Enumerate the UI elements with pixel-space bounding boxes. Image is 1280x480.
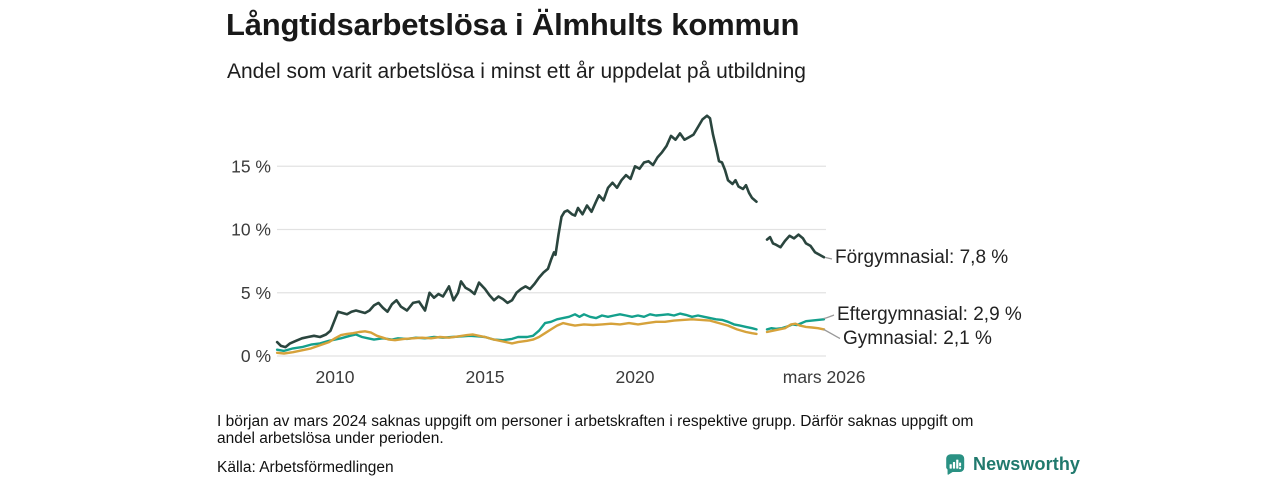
footnote-line-2: andel arbetslösa under perioden. [217, 430, 444, 447]
series-line-förgymnasial [275, 114, 758, 349]
series-line-förgymnasial [765, 233, 826, 259]
series-end-label-gymnasial: Gymnasial: 2,1 % [843, 328, 992, 349]
brand-name: Newsworthy [973, 453, 1081, 474]
y-axis-tick-label: 5 % [241, 283, 271, 303]
x-axis-tick-label: 2015 [466, 367, 505, 387]
footnote-line-1: I början av mars 2024 saknas uppgift om … [217, 413, 974, 430]
x-axis-tick-label: 2020 [616, 367, 655, 387]
brand-logo: Newsworthy [944, 453, 1080, 475]
label-connector [823, 314, 835, 320]
chart-footnote: I början av mars 2024 saknas uppgift om … [217, 413, 1057, 447]
label-connector [823, 328, 841, 340]
series-line-gymnasial [765, 322, 826, 334]
x-axis-tick-label: 2010 [316, 367, 355, 387]
series-line-eftergymnasial [275, 312, 758, 353]
newsworthy-chart-bubble-icon [944, 453, 966, 475]
series-line-gymnasial [275, 318, 758, 355]
y-axis-tick-label: 15 % [231, 156, 271, 176]
source-label: Källa: Arbetsförmedlingen [217, 459, 394, 476]
series-end-label-förgymnasial: Förgymnasial: 7,8 % [835, 247, 1008, 268]
y-axis-tick-label: 0 % [241, 346, 271, 366]
chart-subtitle: Andel som varit arbetslösa i minst ett å… [227, 60, 806, 83]
series-end-label-eftergymnasial: Eftergymnasial: 2,9 % [837, 304, 1022, 325]
page-title: Långtidsarbetslösa i Älmhults kommun [226, 7, 800, 42]
x-axis-tick-label: mars 2026 [783, 367, 866, 387]
y-axis-tick-label: 10 % [231, 220, 271, 240]
label-connector [825, 256, 833, 260]
